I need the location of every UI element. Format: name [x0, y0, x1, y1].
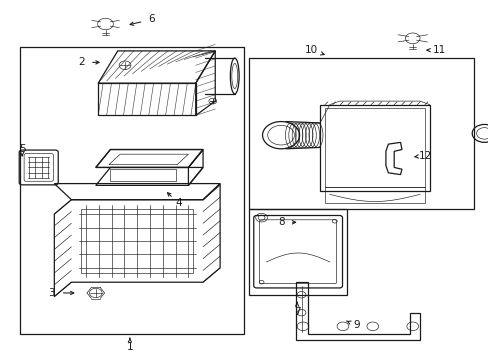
Bar [20, 47, 244, 334]
Bar [320, 105, 429, 191]
Text: 6: 6 [148, 14, 155, 24]
Text: 4: 4 [175, 198, 182, 208]
Text: 7: 7 [293, 307, 300, 316]
Text: 9: 9 [353, 320, 359, 330]
Bar [325, 187, 424, 203]
Text: 5: 5 [19, 144, 25, 154]
Text: 11: 11 [432, 45, 445, 55]
Bar [110, 169, 176, 181]
Text: 12: 12 [418, 150, 431, 161]
Text: 3: 3 [48, 288, 55, 298]
Bar [249, 209, 346, 295]
Text: 2: 2 [78, 57, 84, 67]
Text: 8: 8 [277, 217, 284, 227]
Text: 10: 10 [305, 45, 318, 55]
Bar [249, 58, 473, 209]
Text: 1: 1 [126, 342, 133, 352]
Bar [325, 108, 424, 187]
